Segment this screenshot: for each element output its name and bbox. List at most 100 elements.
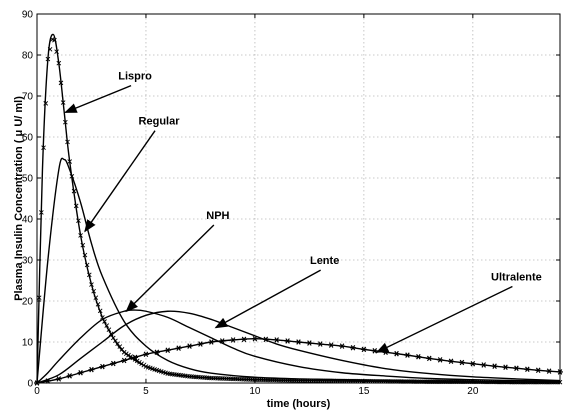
x-axis-label: time (hours) bbox=[267, 398, 331, 410]
series-4-star-marker bbox=[164, 347, 171, 353]
series-4-star-marker bbox=[99, 363, 106, 370]
y-tick-label-1: 10 bbox=[22, 338, 34, 349]
series-0-x-marker bbox=[86, 272, 92, 278]
y-tick-label-4: 40 bbox=[22, 215, 34, 226]
markers bbox=[34, 37, 563, 386]
x-tick-label-0: 0 bbox=[34, 386, 40, 397]
series-0-x-marker bbox=[69, 174, 75, 179]
series-0-x-marker bbox=[93, 295, 99, 301]
series-0-x-marker bbox=[67, 159, 73, 164]
series-4-star-marker bbox=[110, 360, 117, 367]
series-4-star-marker bbox=[241, 336, 248, 343]
series-4-star-marker bbox=[186, 343, 193, 349]
annotation-label-1: Regular bbox=[139, 116, 181, 128]
series-0-x-marker bbox=[137, 359, 142, 365]
series-0-x-marker bbox=[89, 282, 94, 287]
series-4-star-marker bbox=[328, 342, 335, 348]
series-0-x-marker bbox=[47, 46, 53, 52]
annotation-arrow-2 bbox=[125, 224, 215, 313]
series-0-x-marker bbox=[78, 233, 83, 238]
plot-frame bbox=[36, 13, 561, 384]
series-4-star-marker bbox=[153, 349, 160, 356]
annotation-arrow-0 bbox=[64, 84, 132, 114]
series-0-x-marker bbox=[45, 56, 51, 62]
series-4-star-marker bbox=[262, 336, 269, 343]
series-4-star-marker bbox=[546, 368, 553, 374]
series-0-x-marker bbox=[39, 210, 44, 215]
series-4-star-marker bbox=[415, 354, 422, 360]
series-4-star-marker bbox=[66, 373, 73, 379]
x-tick-label-2: 10 bbox=[249, 386, 261, 397]
series-line-0 bbox=[36, 33, 561, 384]
series-4-star-marker bbox=[88, 366, 95, 373]
series-4-star-marker bbox=[306, 340, 313, 346]
series-0-x-marker bbox=[100, 315, 105, 320]
series-4-star-marker bbox=[535, 367, 542, 374]
series-4-star-marker bbox=[339, 343, 346, 349]
series-4-star-marker bbox=[382, 349, 389, 356]
series-4-star-marker bbox=[437, 357, 444, 363]
series-0-x-marker bbox=[54, 49, 59, 55]
annotation-label-0: Lispro bbox=[118, 71, 152, 83]
series-4-star-marker bbox=[513, 365, 520, 371]
series-0-x-marker bbox=[128, 354, 134, 359]
series-4-star-marker bbox=[208, 339, 215, 345]
annotation-label-3: Lente bbox=[310, 255, 339, 267]
series-0-x-marker bbox=[71, 188, 77, 194]
series-4-star-marker bbox=[491, 363, 498, 369]
series-0-x-marker bbox=[97, 308, 103, 314]
y-tick-label-7: 70 bbox=[22, 92, 34, 103]
series-0-x-marker bbox=[106, 327, 112, 333]
y-tick-label-0: 0 bbox=[27, 379, 33, 390]
series-0-x-marker bbox=[119, 347, 125, 352]
series-line-3 bbox=[36, 310, 561, 384]
series-4-star-marker bbox=[371, 348, 378, 354]
series-line-1 bbox=[36, 157, 561, 384]
y-axis-label: Plasma Insulin Concentration ( μ U/ ml) bbox=[13, 96, 25, 301]
series-4-star-marker bbox=[360, 346, 367, 353]
series-4-star-marker bbox=[524, 366, 531, 373]
series-0-x-marker bbox=[126, 352, 131, 358]
grid-lines bbox=[37, 14, 560, 383]
y-tick-label-2: 20 bbox=[22, 297, 34, 308]
y-tick-label-9: 90 bbox=[22, 10, 34, 21]
series-4-star-marker bbox=[426, 355, 433, 362]
series-4-star-marker bbox=[284, 338, 291, 344]
series-4-star-marker bbox=[273, 337, 280, 343]
series-0-x-marker bbox=[56, 60, 62, 66]
annotation-arrow-1 bbox=[84, 130, 156, 233]
series-4-star-marker bbox=[219, 338, 226, 344]
y-tick-label-6: 60 bbox=[22, 133, 34, 144]
series-0-x-marker bbox=[52, 37, 57, 43]
series-4-star-marker bbox=[317, 341, 324, 347]
series-4-star-marker bbox=[132, 354, 139, 361]
series-0-x-marker bbox=[104, 323, 110, 328]
series-4-star-marker bbox=[469, 360, 476, 367]
series-4-star-marker bbox=[502, 364, 509, 370]
series-0-x-marker bbox=[132, 357, 138, 362]
series-0-x-marker bbox=[63, 119, 68, 125]
series-0-x-marker bbox=[121, 349, 127, 355]
series-0-x-marker bbox=[108, 331, 114, 337]
series-0-x-marker bbox=[95, 301, 101, 307]
series-4-star-marker bbox=[480, 362, 487, 368]
annotation-label-4: Ultralente bbox=[491, 272, 542, 284]
series-4-star-marker bbox=[404, 352, 411, 358]
series-0-x-marker bbox=[73, 203, 79, 209]
series-4-star-marker bbox=[349, 344, 356, 351]
series-4-star-marker bbox=[175, 345, 182, 351]
x-tick-label-1: 5 bbox=[143, 386, 149, 397]
annotation-arrow-4 bbox=[375, 285, 513, 353]
series-0-x-marker bbox=[91, 288, 96, 294]
series-0-x-marker bbox=[84, 262, 90, 268]
annotation-label-2: NPH bbox=[206, 210, 229, 222]
series-4-star-marker bbox=[458, 359, 465, 366]
annotations: Lispro Regular NPH Lente Ultralente bbox=[64, 71, 542, 353]
series-0-x-marker bbox=[141, 362, 147, 368]
series-0-x-marker bbox=[80, 242, 86, 248]
y-tick-label-5: 50 bbox=[22, 174, 34, 185]
series-4-star-marker bbox=[77, 369, 84, 376]
series-0-x-marker bbox=[110, 335, 116, 341]
series-4-star-marker bbox=[251, 335, 258, 342]
